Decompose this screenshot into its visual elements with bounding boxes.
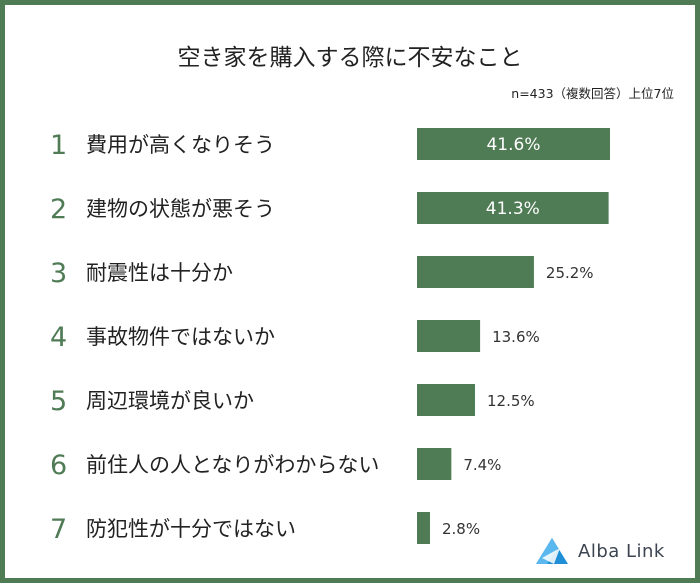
- chart-title: 空き家を購入する際に不安なこと: [177, 45, 523, 71]
- category-label: 建物の状態が悪そう: [86, 197, 275, 221]
- category-label: 防犯性が十分ではない: [86, 517, 296, 541]
- rank-number: 4: [50, 322, 67, 353]
- bar: [417, 256, 534, 288]
- category-label: 耐震性は十分か: [86, 261, 233, 285]
- data-label: 13.6%: [492, 328, 540, 346]
- data-label: 12.5%: [487, 392, 535, 410]
- rank-number: 2: [50, 194, 67, 225]
- bar: [417, 384, 475, 416]
- rank-number: 1: [50, 130, 67, 161]
- rank-number: 5: [50, 386, 67, 417]
- rank-number: 7: [50, 514, 67, 545]
- bar: [417, 448, 452, 480]
- category-label: 費用が高くなりそう: [86, 133, 275, 157]
- bar: [417, 192, 609, 224]
- rank-number: 3: [50, 258, 67, 289]
- category-label: 事故物件ではないか: [86, 325, 275, 349]
- category-label: 周辺環境が良いか: [86, 389, 254, 413]
- data-label: 41.3%: [486, 199, 540, 219]
- bar: [417, 512, 430, 544]
- data-label: 7.4%: [463, 456, 501, 474]
- bar: [417, 128, 610, 160]
- rank-number: 6: [50, 450, 67, 481]
- brand-logo: Alba Link: [534, 536, 665, 566]
- brand-name: Alba Link: [578, 540, 665, 562]
- bar: [417, 320, 481, 352]
- category-label: 前住人の人となりがわからない: [86, 453, 379, 477]
- data-label: 25.2%: [546, 264, 594, 282]
- sample-note: n=433（複数回答）上位7位: [511, 86, 674, 101]
- data-label: 2.8%: [442, 520, 480, 538]
- brand-triangle-icon: [536, 538, 568, 564]
- data-label: 41.6%: [486, 135, 540, 155]
